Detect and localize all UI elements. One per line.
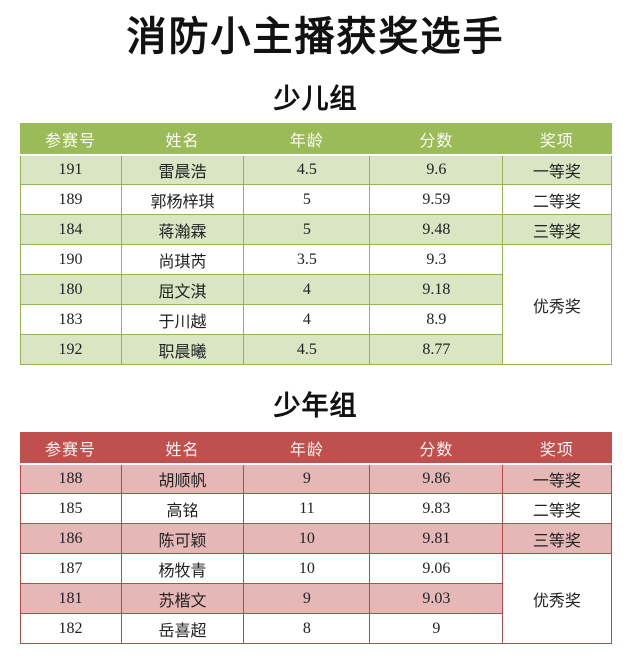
col-header-name: 姓名 (120, 123, 245, 156)
age: 5 (243, 184, 371, 215)
age: 5 (243, 214, 371, 245)
score: 8.9 (369, 304, 504, 335)
table-row: 182 岳喜超 8 9 (19, 613, 611, 644)
age: 4.5 (243, 154, 371, 185)
table-row: 184 蒋瀚霖 5 9.48 三等奖 (19, 214, 612, 245)
contestant-name: 岳喜超 (120, 613, 245, 644)
score: 9 (369, 613, 504, 644)
score: 9.03 (369, 583, 504, 614)
entry-no: 183 (19, 304, 122, 335)
group-heading-children: 少儿组 (273, 84, 358, 114)
entry-no: 186 (19, 523, 122, 554)
score: 9.6 (369, 154, 504, 185)
age: 10 (243, 553, 371, 584)
entry-no: 190 (19, 244, 122, 275)
table-row: 180 屈文淇 4 9.18 (19, 274, 611, 305)
youth-group-table: 参赛号 姓名 年龄 分数 奖项 188 胡顺帆 9 9.86 一等奖 185 高… (19, 432, 612, 644)
score: 9.3 (369, 244, 504, 275)
col-header-score: 分数 (369, 432, 504, 465)
header-row: 参赛号 姓名 年龄 分数 奖项 (19, 432, 612, 465)
score: 9.81 (369, 523, 504, 554)
contestant-name: 屈文淇 (120, 274, 245, 305)
score: 9.83 (369, 493, 504, 524)
contestant-name: 陈可颖 (120, 523, 245, 554)
age: 4 (243, 304, 371, 335)
contestant-name: 杨牧青 (120, 553, 245, 584)
col-header-award: 奖项 (502, 123, 612, 156)
table-header: 参赛号 姓名 年龄 分数 奖项 (19, 432, 612, 465)
score: 9.86 (369, 463, 504, 494)
age: 9 (243, 583, 371, 614)
entry-no: 188 (19, 463, 122, 494)
score: 8.77 (369, 334, 504, 365)
col-header-age: 年龄 (243, 123, 371, 156)
age: 11 (243, 493, 371, 524)
entry-no: 189 (19, 184, 122, 215)
age: 3.5 (243, 244, 371, 275)
score: 9.59 (369, 184, 504, 215)
group-heading-youth: 少年组 (273, 391, 358, 421)
contestant-name: 郭杨梓琪 (120, 184, 245, 215)
table-row: 192 职晨曦 4.5 8.77 (19, 334, 611, 365)
contestant-name: 于川越 (120, 304, 245, 335)
table-row: 181 苏楷文 9 9.03 (19, 583, 611, 614)
score: 9.06 (369, 553, 504, 584)
contestant-name: 苏楷文 (120, 583, 245, 614)
entry-no: 182 (19, 613, 122, 644)
table-row: 183 于川越 4 8.9 (19, 304, 611, 335)
score: 9.48 (369, 214, 504, 245)
award: 二等奖 (502, 493, 612, 524)
table-row: 188 胡顺帆 9 9.86 一等奖 (19, 463, 612, 494)
age: 10 (243, 523, 371, 554)
entry-no: 191 (19, 154, 122, 185)
merged-award-cell: 优秀奖 (502, 244, 612, 365)
award: 一等奖 (502, 154, 612, 185)
award: 三等奖 (502, 523, 612, 554)
col-header-name: 姓名 (120, 432, 245, 465)
col-header-entry-no: 参赛号 (19, 123, 122, 156)
age: 4 (243, 274, 371, 305)
entry-no: 181 (19, 583, 122, 614)
table-row: 189 郭杨梓琪 5 9.59 二等奖 (19, 184, 612, 215)
page: 消防小主播获奖选手 少儿组 参赛号 姓名 年龄 分数 奖项 191 雷晨浩 4.… (19, 14, 612, 644)
contestant-name: 雷晨浩 (120, 154, 245, 185)
col-header-age: 年龄 (243, 432, 371, 465)
age: 9 (243, 463, 371, 494)
score: 9.18 (369, 274, 504, 305)
entry-no: 185 (19, 493, 122, 524)
age: 4.5 (243, 334, 371, 365)
age: 8 (243, 613, 371, 644)
contestant-name: 尚琪芮 (120, 244, 245, 275)
entry-no: 184 (19, 214, 122, 245)
header-row: 参赛号 姓名 年龄 分数 奖项 (19, 123, 612, 156)
award: 二等奖 (502, 184, 612, 215)
col-header-award: 奖项 (502, 432, 612, 465)
page-title: 消防小主播获奖选手 (126, 14, 505, 59)
table-row: 191 雷晨浩 4.5 9.6 一等奖 (19, 154, 612, 185)
contestant-name: 职晨曦 (120, 334, 245, 365)
children-group-table: 参赛号 姓名 年龄 分数 奖项 191 雷晨浩 4.5 9.6 一等奖 189 … (19, 123, 612, 365)
merged-award-cell: 优秀奖 (502, 553, 612, 644)
contestant-name: 高铭 (120, 493, 245, 524)
table-row: 186 陈可颖 10 9.81 三等奖 (19, 523, 612, 554)
award: 一等奖 (502, 463, 612, 494)
contestant-name: 蒋瀚霖 (120, 214, 245, 245)
table-header: 参赛号 姓名 年龄 分数 奖项 (19, 123, 612, 156)
entry-no: 180 (19, 274, 122, 305)
entry-no: 192 (19, 334, 122, 365)
col-header-score: 分数 (369, 123, 504, 156)
contestant-name: 胡顺帆 (120, 463, 245, 494)
table-row: 190 尚琪芮 3.5 9.3 优秀奖 (19, 244, 612, 365)
table-row: 187 杨牧青 10 9.06 优秀奖 (19, 553, 612, 644)
col-header-entry-no: 参赛号 (19, 432, 122, 465)
award: 三等奖 (502, 214, 612, 245)
table-row: 185 高铭 11 9.83 二等奖 (19, 493, 612, 524)
entry-no: 187 (19, 553, 122, 584)
